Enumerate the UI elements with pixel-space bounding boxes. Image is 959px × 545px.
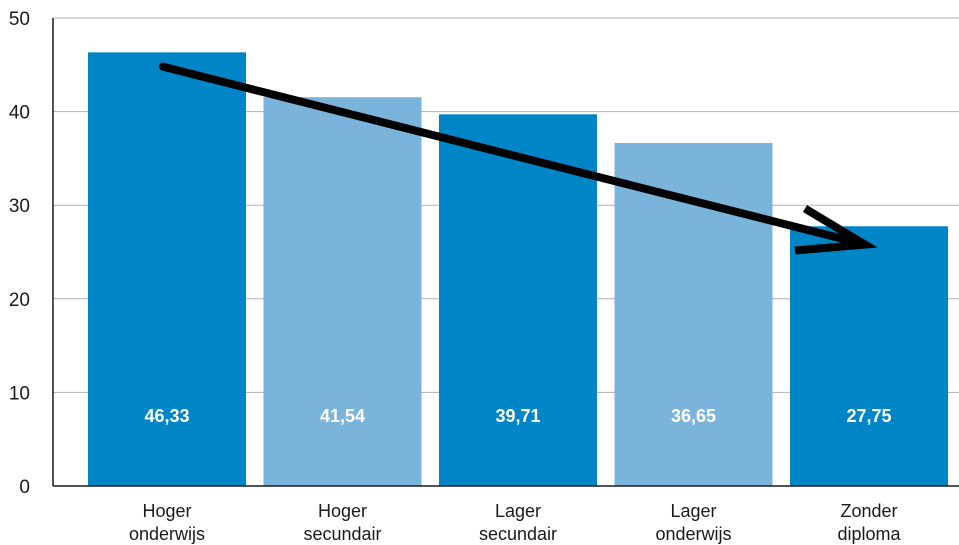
bars bbox=[88, 52, 948, 487]
x-tick-label-line: Lager bbox=[670, 501, 716, 521]
x-tick-label-line: secundair bbox=[303, 524, 381, 544]
x-tick-label-line: onderwijs bbox=[129, 524, 205, 544]
data-label: 39,71 bbox=[495, 406, 540, 426]
trend-arrow bbox=[159, 62, 878, 255]
x-tick-label: Hoger secundair bbox=[303, 501, 381, 544]
x-axis-ticks: Hoger onderwijs Hoger secundair Lager secunda… bbox=[129, 501, 902, 544]
x-tick-label: Zonder diploma bbox=[837, 501, 901, 544]
data-label: 36,65 bbox=[671, 406, 716, 426]
y-tick-label: 0 bbox=[19, 477, 30, 498]
x-tick-label: Lager onderwijs bbox=[655, 501, 731, 544]
y-tick-label: 30 bbox=[9, 196, 30, 217]
bar bbox=[263, 97, 422, 486]
x-tick-label-line: Hoger bbox=[318, 501, 367, 521]
y-tick-label: 50 bbox=[9, 9, 30, 30]
x-tick-label-line: diploma bbox=[837, 524, 901, 544]
data-label: 27,75 bbox=[846, 406, 891, 426]
x-tick-label-line: Zonder bbox=[840, 501, 897, 521]
bar bbox=[790, 226, 948, 486]
x-tick-label-line: Hoger bbox=[142, 501, 191, 521]
bar bbox=[439, 114, 597, 487]
y-tick-label: 20 bbox=[9, 290, 30, 311]
data-labels: 46,33 41,54 39,71 36,65 27,75 bbox=[144, 406, 891, 426]
trend-arrow-head bbox=[794, 205, 878, 255]
y-tick-label: 10 bbox=[9, 383, 30, 404]
y-axis-ticks: 0 10 20 30 40 50 bbox=[9, 9, 30, 498]
x-tick-label: Lager secundair bbox=[479, 501, 557, 544]
x-tick-label: Hoger onderwijs bbox=[129, 501, 205, 544]
bar bbox=[614, 142, 773, 486]
y-tick-label: 40 bbox=[9, 103, 30, 124]
data-label: 41,54 bbox=[320, 406, 365, 426]
x-tick-label-line: onderwijs bbox=[655, 524, 731, 544]
x-tick-label-line: Lager bbox=[495, 501, 541, 521]
bar bbox=[88, 52, 246, 487]
x-tick-label-line: secundair bbox=[479, 524, 557, 544]
trend-arrow-shaft bbox=[159, 62, 869, 249]
data-label: 46,33 bbox=[144, 406, 189, 426]
